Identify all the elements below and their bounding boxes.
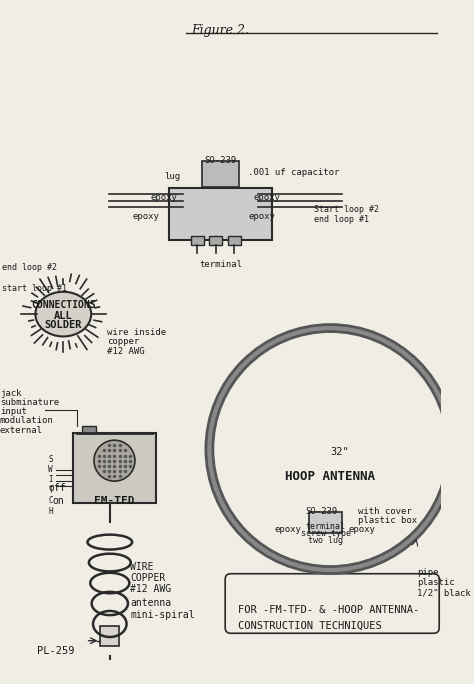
Text: plastic: plastic (417, 579, 455, 588)
Text: terminal: terminal (199, 260, 242, 269)
Text: epoxy: epoxy (151, 193, 178, 202)
Text: #12 AWG: #12 AWG (107, 347, 145, 356)
Text: #12 AWG: #12 AWG (130, 584, 172, 594)
Bar (82, 425, 96, 433)
Text: lug: lug (164, 172, 181, 181)
Bar (202, 161, 239, 187)
Text: modulation: modulation (0, 417, 54, 425)
FancyBboxPatch shape (225, 574, 439, 633)
Text: on: on (52, 495, 64, 505)
Text: CONNECTIONS: CONNECTIONS (31, 300, 96, 310)
Text: SO-239: SO-239 (305, 507, 337, 516)
Text: PL-259: PL-259 (37, 646, 75, 657)
Text: epoxy: epoxy (253, 193, 280, 202)
Text: end loop #1: end loop #1 (314, 215, 369, 224)
Text: wire inside: wire inside (107, 328, 166, 337)
Text: CONSTRUCTION TECHNIQUES: CONSTRUCTION TECHNIQUES (238, 620, 382, 630)
Text: copper: copper (107, 337, 139, 346)
Text: antenna: antenna (130, 598, 172, 608)
Bar (191, 236, 204, 246)
Text: input: input (0, 407, 27, 416)
Text: ALL: ALL (54, 311, 73, 321)
Text: Figure 2.: Figure 2. (191, 24, 249, 37)
Text: epoxy: epoxy (349, 525, 376, 534)
Text: FOR -FM-TFD- & -HOOP ANTENNA-: FOR -FM-TFD- & -HOOP ANTENNA- (238, 605, 419, 616)
Text: end loop #2: end loop #2 (2, 263, 57, 272)
Text: HOOP ANTENNA: HOOP ANTENNA (285, 471, 375, 484)
Bar (228, 236, 241, 246)
Text: COPPER: COPPER (130, 573, 165, 583)
Text: with cover: with cover (358, 507, 412, 516)
Text: .001 uf capacitor: .001 uf capacitor (248, 168, 340, 177)
Text: Start loop #2: Start loop #2 (314, 205, 379, 214)
Text: SOLDER: SOLDER (45, 320, 82, 330)
Text: plastic box: plastic box (358, 516, 418, 525)
Text: S
W
I
T
C
H: S W I T C H (48, 455, 53, 516)
Text: subminature: subminature (0, 398, 59, 407)
Text: pipe: pipe (417, 568, 439, 577)
Ellipse shape (36, 292, 91, 337)
Text: epoxy: epoxy (132, 212, 159, 221)
Text: 1/2" black: 1/2" black (417, 589, 471, 598)
Bar (309, 512, 342, 533)
Text: start loop #1: start loop #1 (2, 285, 67, 293)
Text: off: off (48, 482, 66, 492)
Text: FM-TFD: FM-TFD (94, 495, 135, 505)
Text: SO-239: SO-239 (204, 156, 237, 165)
Text: jack: jack (0, 389, 21, 397)
Text: epoxy: epoxy (248, 212, 275, 221)
Text: screw type: screw type (301, 529, 351, 538)
Bar (73, 433, 156, 503)
Circle shape (94, 440, 135, 481)
Text: two lug: two lug (308, 536, 343, 546)
Text: mini-spiral: mini-spiral (130, 610, 195, 620)
Bar (210, 236, 222, 246)
Bar (100, 626, 119, 646)
Text: WIRE: WIRE (130, 562, 154, 572)
Text: 32": 32" (330, 447, 349, 457)
Text: external: external (0, 425, 43, 435)
Bar (169, 189, 272, 239)
Text: terminal: terminal (306, 522, 346, 531)
Text: epoxy: epoxy (274, 525, 301, 534)
